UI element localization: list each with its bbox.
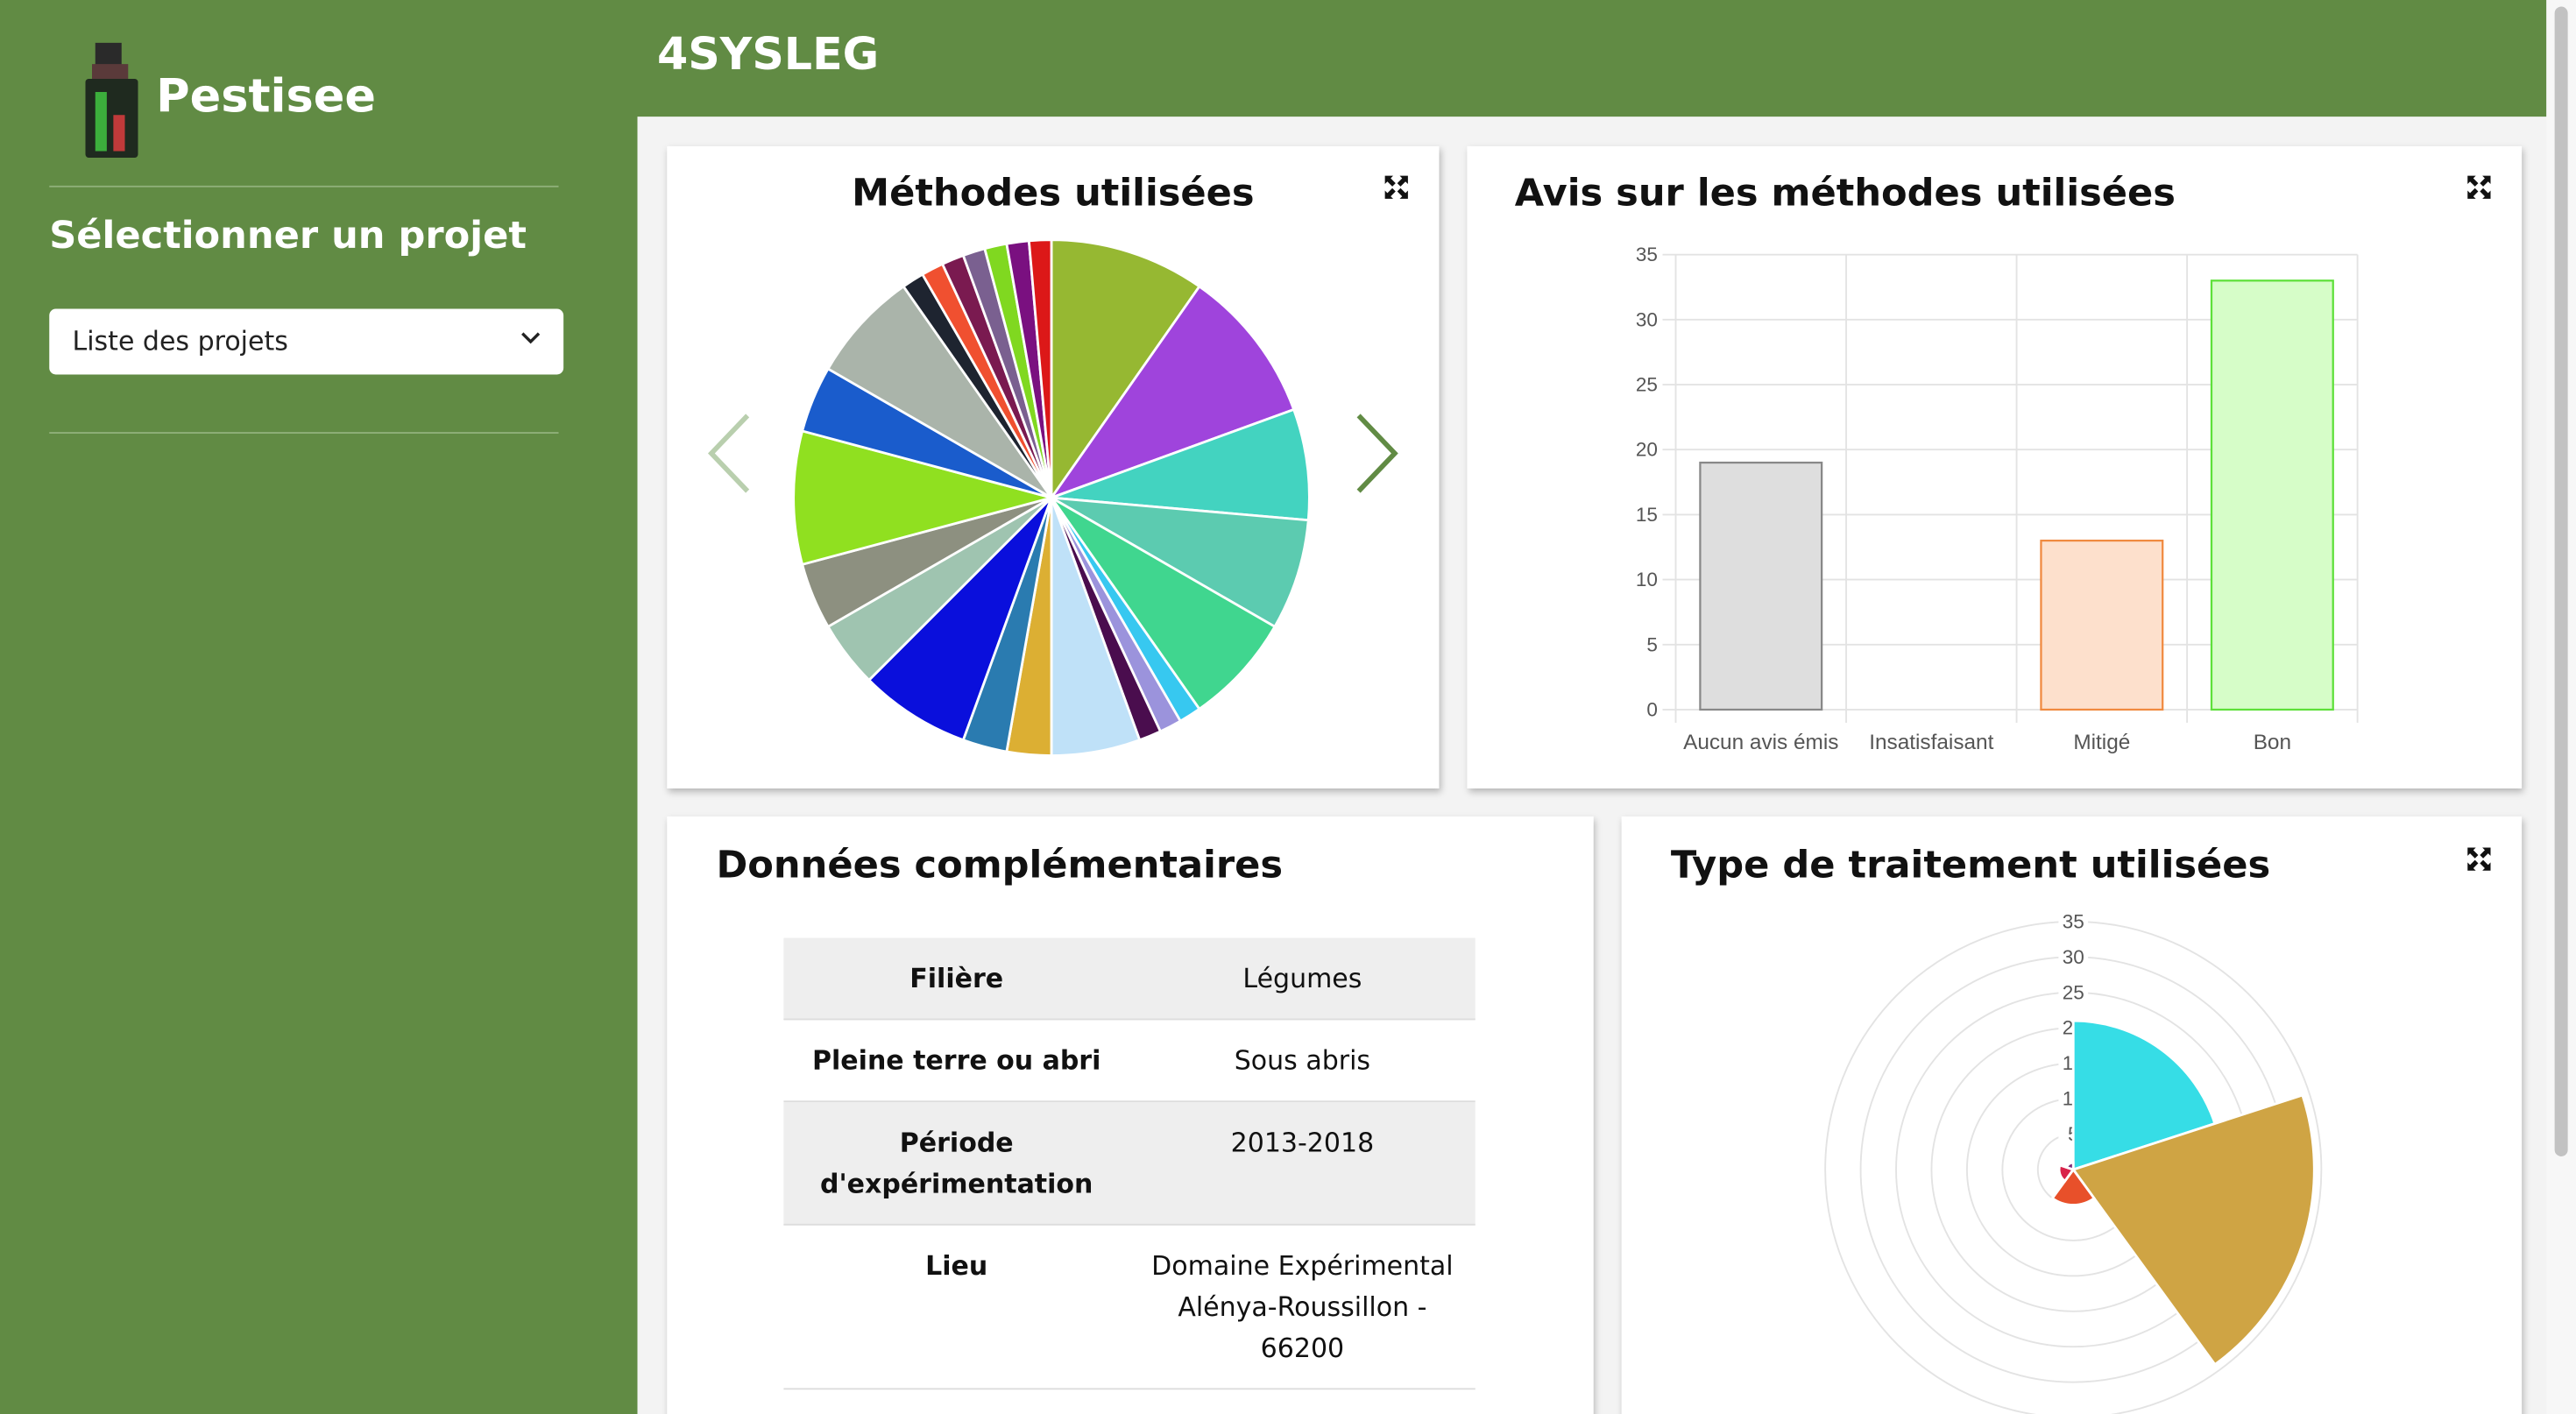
table-row: Période d'expérimentation 2013-2018 [783, 1101, 1476, 1226]
row-label: Période d'expérimentation [783, 1101, 1130, 1226]
tick-backdrop [2058, 982, 2089, 1003]
row-label: Pleine terre ou abri [783, 1019, 1130, 1103]
bar [2210, 279, 2334, 711]
bar [2040, 539, 2164, 711]
table-wrap: Filière Légumes Pleine terre ou abri Sous a… [783, 937, 1476, 1390]
x-tick-label: Insatisfaisant [1869, 731, 1993, 754]
prev-arrow[interactable] [707, 414, 750, 493]
brand: Pestisee [156, 68, 377, 124]
pie-slice [1051, 496, 1310, 629]
panel-title: Avis sur les méthodes utilisées [1514, 172, 2176, 216]
polar-segment [2070, 1093, 2316, 1367]
next-arrow[interactable] [1356, 414, 1398, 493]
y-tick-label: 15 [1636, 504, 1658, 526]
expand-icon[interactable] [2467, 175, 2491, 199]
x-tick-label: Aucun avis émis [1683, 731, 1838, 754]
pie-slice [1048, 285, 1296, 500]
divider [49, 185, 559, 187]
expand-icon[interactable] [2467, 847, 2491, 871]
data-table: Filière Légumes Pleine terre ou abri Sous a… [783, 937, 1476, 1390]
y-tick-label: 10 [1636, 569, 1658, 590]
row-value: 2013-2018 [1129, 1101, 1476, 1226]
sidebar: Pestisee Sélectionner un projet Liste de… [0, 0, 638, 1414]
table-row: Lieu Domaine Expérimental Alénya-Roussill… [783, 1224, 1476, 1390]
row-value: Légumes [1129, 937, 1476, 1021]
row-label: Lieu [783, 1224, 1130, 1390]
scroll-thumb[interactable] [2554, 6, 2568, 1156]
row-value: Domaine Expérimental Alénya-Roussillon -… [1129, 1224, 1476, 1390]
pie-slice [1027, 238, 1053, 498]
r-tick-label: 25 [2063, 981, 2084, 1003]
y-tick-label: 25 [1636, 374, 1658, 396]
y-tick-label: 20 [1636, 439, 1658, 461]
pie-slice [826, 285, 1053, 499]
panel-title: Type de traitement utilisées [1670, 844, 2271, 887]
page-title: 4SYSLEG [657, 29, 880, 81]
table-row: Filière Légumes [783, 937, 1476, 1021]
row-label: Filière [783, 937, 1130, 1021]
header [637, 0, 2547, 117]
x-tick-label: Mitigé [2073, 731, 2130, 754]
select-text: Liste des projets [72, 325, 288, 357]
logo-icon [85, 42, 138, 158]
pie-slice [1051, 407, 1311, 522]
tick-backdrop [2058, 911, 2089, 932]
y-tick-label: 0 [1646, 699, 1658, 721]
row-value: Sous abris [1129, 1019, 1476, 1103]
project-select[interactable]: Liste des projets [49, 308, 564, 375]
expand-icon[interactable] [1384, 175, 1408, 199]
pie-slice [792, 429, 1057, 567]
tick-backdrop [2058, 947, 2089, 967]
y-tick-label: 30 [1636, 308, 1658, 330]
table-row: Pleine terre ou abri Sous abris [783, 1019, 1476, 1103]
pie-slice [867, 497, 1053, 742]
panel-title: Méthodes utilisées [852, 172, 1255, 216]
pie-slice [1050, 496, 1277, 711]
polar-segment [2050, 1167, 2096, 1206]
r-tick-label: 35 [2063, 910, 2084, 932]
chevron [521, 332, 541, 344]
panel [1467, 145, 2523, 788]
polar-segment [2064, 1161, 2075, 1171]
bar [1699, 461, 1823, 711]
pie-slice [1050, 238, 1201, 502]
r-tick-label: 30 [2063, 946, 2084, 968]
scrollbar[interactable] [2546, 0, 2576, 1414]
divider [49, 432, 559, 434]
y-tick-label: 5 [1646, 633, 1658, 655]
y-tick-label: 35 [1636, 244, 1658, 265]
sidebar-heading: Sélectionner un projet [49, 215, 527, 258]
panel-title: Données complémentaires [716, 844, 1284, 887]
polar-segment [2071, 1019, 2217, 1171]
x-tick-label: Bon [2254, 731, 2291, 754]
